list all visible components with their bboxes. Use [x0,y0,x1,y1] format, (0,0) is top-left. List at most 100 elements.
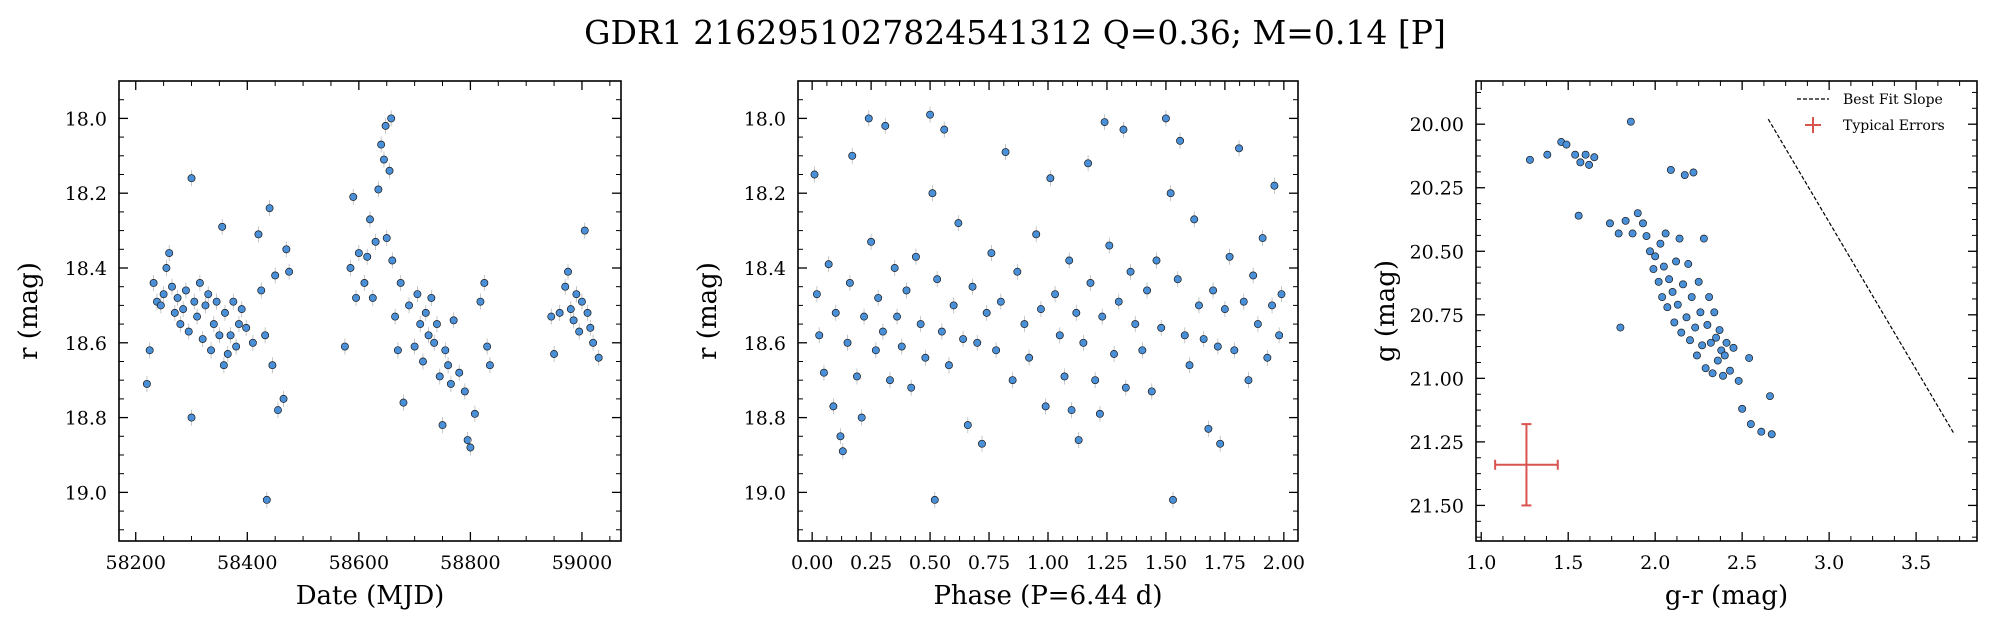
data-point-lightcurve [444,361,453,370]
data-point-phased [1041,402,1050,411]
data-point-lightcurve [485,361,494,370]
data-point-phased [1065,256,1074,265]
x-tick-label: 1.0 [1466,552,1496,574]
data-point-lightcurve [274,406,282,415]
data-point-lightcurve [572,290,581,299]
data-point-lightcurve [396,279,405,287]
data-point-colormag [1708,369,1717,378]
data-point-colormag [1686,336,1694,345]
data-point-phased [1204,424,1213,433]
data-point-phased [1138,346,1147,355]
x-axis-label: g-r (mag) [1665,581,1788,611]
data-point-colormag [1706,338,1715,347]
data-point-phased [949,301,958,310]
data-point-phased [1074,436,1083,444]
data-point-phased [1235,144,1243,153]
data-point-lightcurve [594,353,603,362]
data-point-phased [1216,439,1225,448]
data-point-colormag [1642,232,1651,240]
data-point-colormag [1666,166,1675,174]
data-point-lightcurve [193,312,202,321]
data-point-lightcurve [232,342,241,351]
data-point-colormag [1543,150,1552,159]
data-point-lightcurve [221,308,229,317]
data-point-colormag [1679,280,1687,289]
data-point-phased [1225,252,1234,261]
data-point-lightcurve [393,346,402,355]
x-tick-label: 3.5 [1901,552,1931,574]
data-point-phased [881,121,890,130]
data-point-colormag [1766,392,1774,401]
data-point-lightcurve [416,320,425,329]
data-point-colormag [1734,376,1743,385]
data-point-colormag [1661,229,1670,238]
data-point-phased [1185,361,1194,370]
data-point-lightcurve [159,290,168,299]
data-point-colormag [1738,404,1747,413]
data-point-lightcurve [419,357,427,366]
data-point-lightcurve [187,413,196,422]
data-point-phased [1199,335,1208,343]
data-point-lightcurve [349,192,358,201]
data-point-phased [1173,275,1182,284]
data-point-lightcurve [170,308,179,317]
data-point-phased [824,260,833,269]
data-point-lightcurve [354,249,363,257]
data-point-phased [933,275,942,284]
x-tick-label: 58800 [440,552,500,574]
data-point-phased [1098,312,1107,321]
y-tick-label: 18.8 [65,408,107,430]
data-point-phased [1143,286,1152,295]
data-point-phased [921,353,930,362]
data-point-lightcurve [388,256,397,265]
data-point-lightcurve [207,346,215,355]
data-point-colormag [1621,216,1630,225]
data-point-lightcurve [352,293,361,302]
data-point-lightcurve [187,174,196,183]
data-point-phased [1180,331,1189,340]
data-point-colormag [1694,277,1703,286]
data-point-lightcurve [268,361,277,370]
data-point-phased [848,151,857,160]
data-point-phased [1032,230,1041,239]
x-tick-label: 58200 [106,552,166,574]
data-point-lightcurve [179,305,188,314]
data-point-phased [1126,267,1135,276]
y-tick-label: 18.6 [744,333,786,355]
data-point-lightcurve [483,342,492,351]
plot-frame [118,80,622,542]
data-point-lightcurve [156,301,165,310]
data-point-colormag [1692,351,1701,360]
data-point-phased [1220,305,1229,314]
data-point-lightcurve [427,293,436,302]
data-point-lightcurve [346,264,355,272]
data-point-phased [1110,350,1118,358]
y-axis-label: r (mag) [693,262,723,360]
data-point-lightcurve [435,372,444,381]
data-point-colormag [1525,155,1534,164]
data-point-phased [1270,181,1279,190]
data-point-phased [1072,308,1081,317]
data-point-colormag [1656,239,1665,248]
data-point-colormag [1767,430,1776,439]
x-tick-label: 58600 [329,552,389,574]
data-point-lightcurve [438,421,447,430]
data-point-lightcurve [466,443,475,452]
data-point-colormag [1626,117,1635,126]
data-point-phased [1275,331,1284,340]
data-point-phased [1176,136,1185,145]
data-point-phased [857,413,866,422]
data-point-phased [1258,234,1267,243]
data-point-colormag [1663,303,1672,312]
x-tick-label: 3.0 [1814,552,1844,574]
data-point-phased [968,282,977,291]
x-tick-label: 59000 [552,552,612,574]
data-point-phased [1060,372,1069,381]
figure-title: GDR1 2162951027824541312 Q=0.36; M=0.14 … [584,13,1446,52]
data-point-colormag [1639,219,1647,228]
data-point-phased [959,335,968,343]
data-point-lightcurve [441,346,450,355]
data-point-phased [1091,376,1100,385]
data-point-phased [926,110,935,119]
data-point-phased [1249,271,1258,280]
